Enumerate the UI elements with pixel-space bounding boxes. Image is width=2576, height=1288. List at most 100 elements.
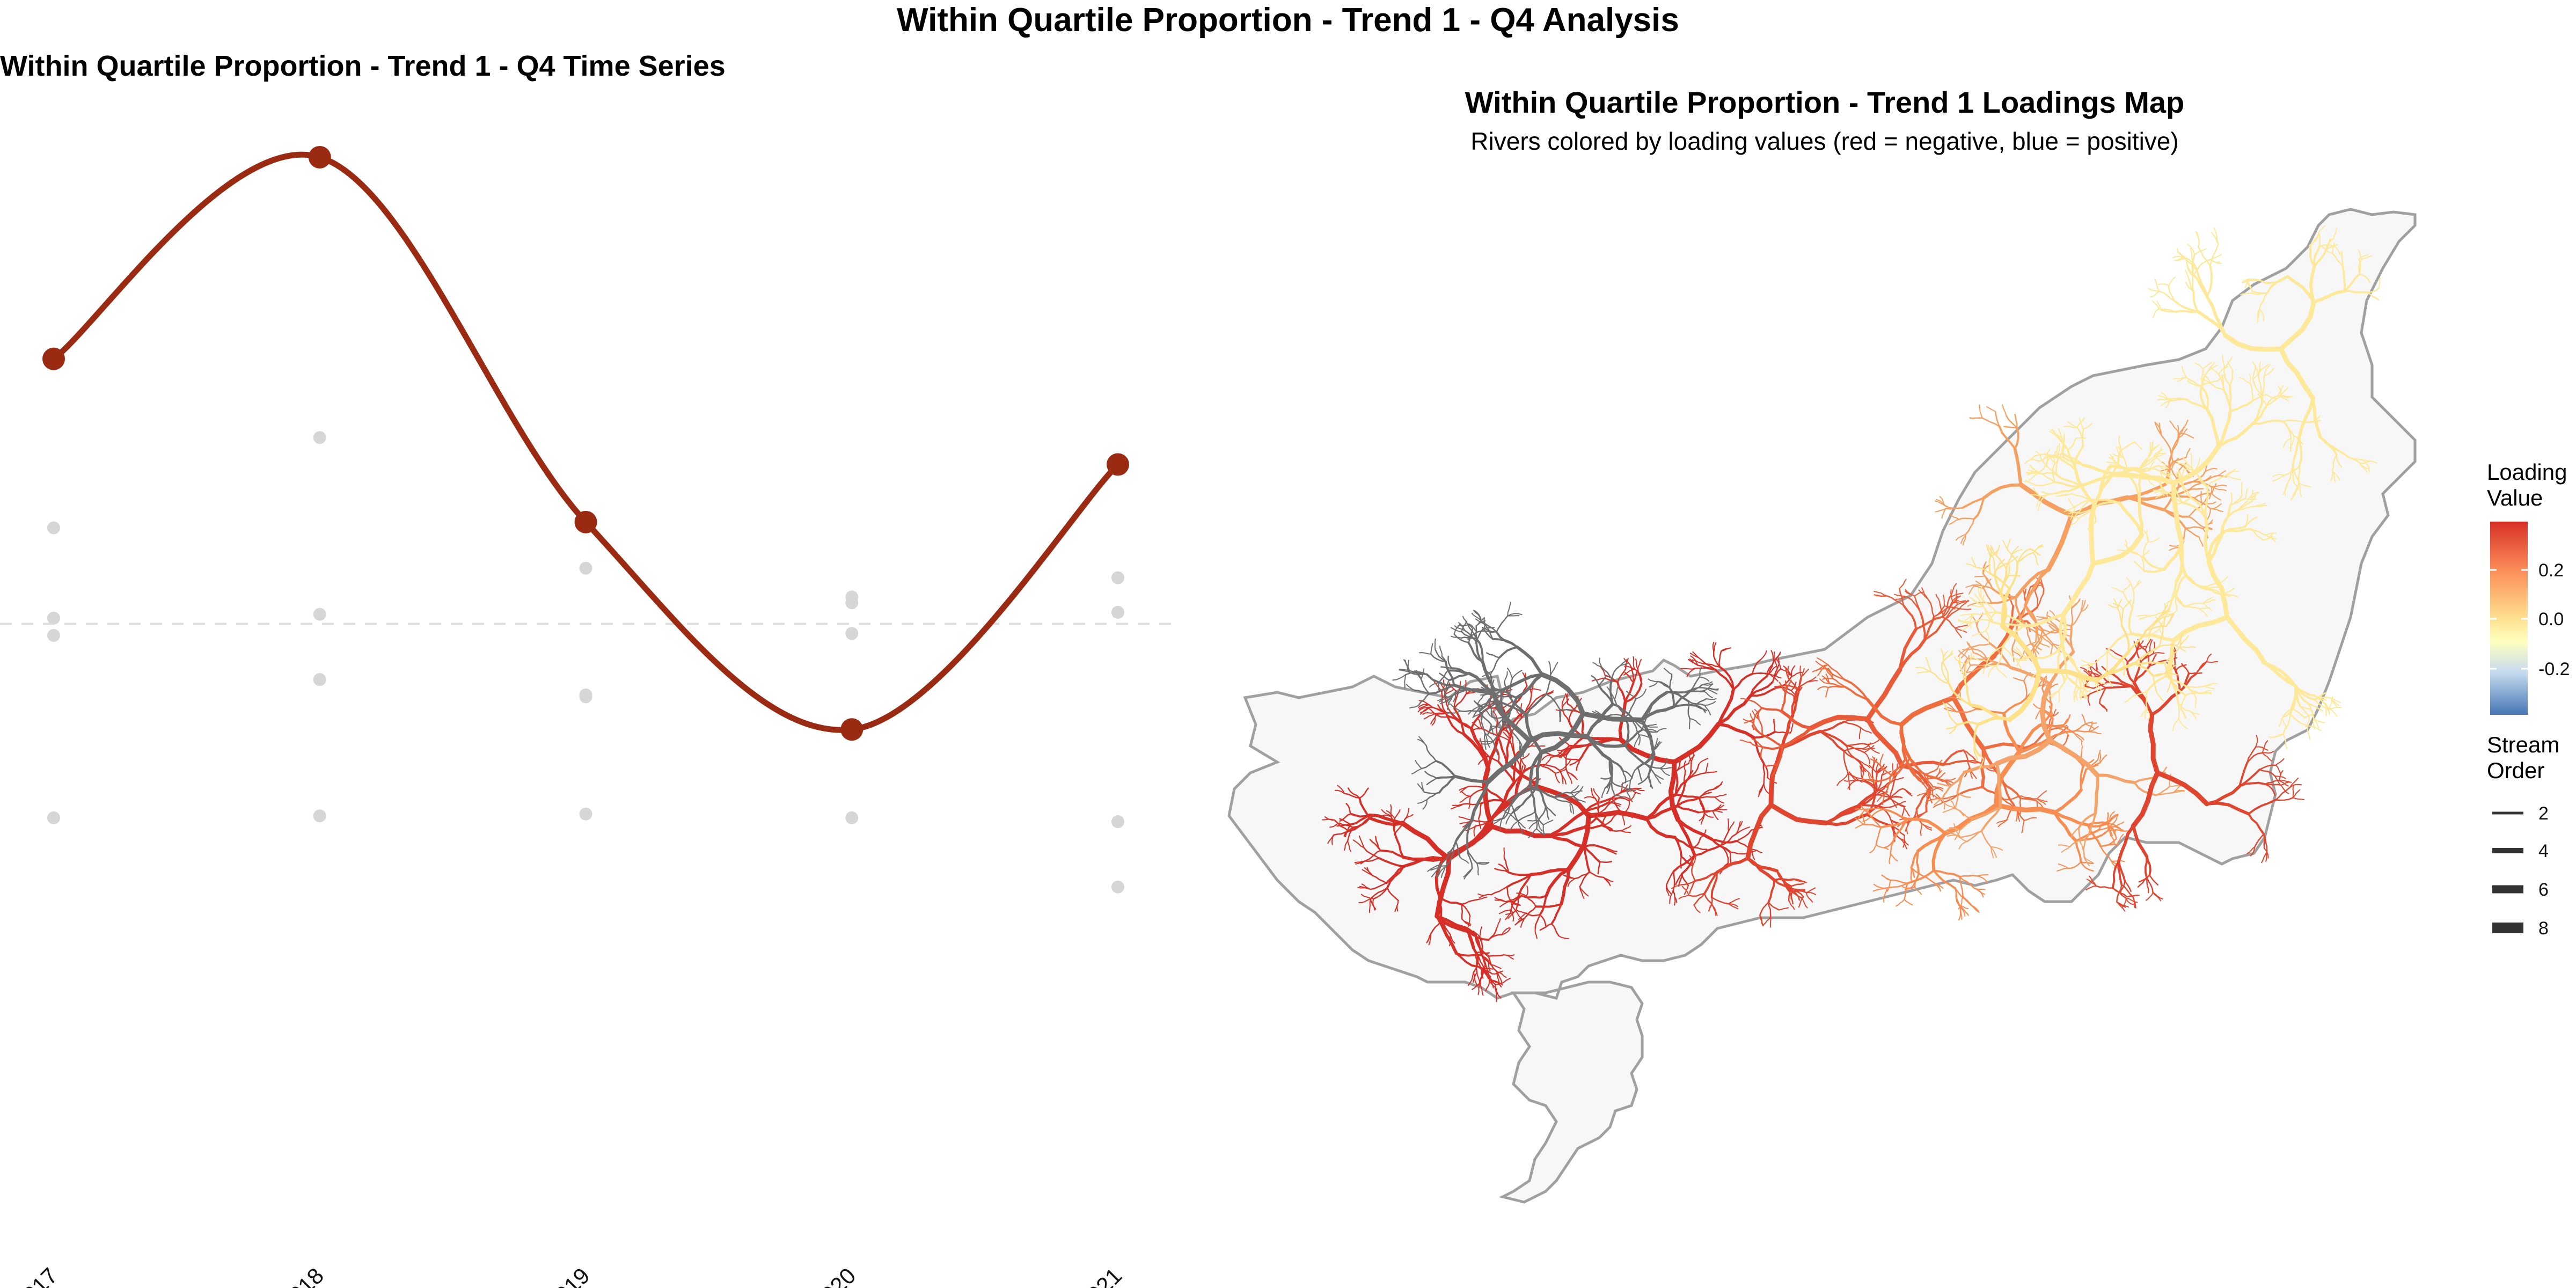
river-segment — [1535, 903, 1563, 908]
river-segment — [1516, 892, 1527, 897]
river-segment — [1628, 792, 1637, 801]
river-segment — [1600, 814, 1608, 826]
river-segment — [1450, 704, 1461, 712]
river-segment — [1699, 667, 1702, 678]
river-segment — [1360, 894, 1374, 899]
river-segment — [1467, 631, 1478, 639]
river-segment — [2023, 680, 2028, 699]
river-segment — [1715, 857, 1750, 874]
river-segment — [1599, 665, 1606, 676]
river-segment — [1944, 604, 1958, 620]
river-segment — [1422, 712, 1434, 715]
river-segment — [1949, 583, 1957, 598]
river-segment — [1933, 605, 1945, 618]
river-segment — [1946, 702, 1957, 713]
river-segment — [2099, 751, 2102, 764]
river-segment — [1471, 931, 1481, 939]
river-segment — [2328, 706, 2342, 709]
river-segment — [1570, 792, 1579, 802]
river-segment — [1892, 757, 1911, 777]
river-segment — [1993, 626, 2012, 658]
river-segment — [2111, 587, 2124, 593]
river-segment — [2002, 795, 2022, 801]
river-segment — [2079, 686, 2081, 699]
river-segment — [2139, 615, 2151, 620]
river-segment — [1358, 898, 1371, 903]
river-segment — [1488, 801, 1508, 823]
river-segment — [2085, 762, 2101, 770]
river-segment — [1943, 595, 1945, 606]
river-segment — [1847, 780, 1857, 789]
river-segment — [2299, 706, 2310, 719]
river-segment — [2325, 705, 2330, 715]
river-segment — [2097, 749, 2101, 761]
river-segment — [2358, 258, 2362, 275]
river-segment — [2186, 257, 2198, 272]
river-segment — [1957, 600, 1970, 605]
river-segment — [1973, 887, 1985, 895]
river-segment — [1745, 802, 1774, 861]
river-segment — [1505, 895, 1523, 903]
river-segment — [1557, 745, 1570, 751]
river-segment — [1689, 658, 1699, 666]
river-segment — [1728, 903, 1738, 907]
river-segment — [2171, 469, 2180, 487]
river-segment — [1624, 716, 1630, 747]
river-segment — [1862, 769, 1864, 780]
river-segment — [1426, 933, 1431, 943]
river-segment — [1510, 803, 1524, 815]
river-segment — [1843, 678, 1869, 701]
river-segment — [2165, 453, 2173, 485]
river-segment — [2158, 308, 2176, 313]
river-segment — [2076, 418, 2085, 428]
river-segment — [1758, 782, 1765, 797]
river-segment — [2258, 292, 2268, 310]
river-segment — [1790, 887, 1805, 891]
river-segment — [1550, 662, 1558, 676]
river-segment — [2046, 733, 2060, 744]
river-segment — [1481, 660, 1496, 697]
river-segment — [1925, 787, 1932, 813]
river-segment — [1565, 758, 1580, 761]
river-segment — [1692, 855, 1696, 867]
river-segment — [2314, 694, 2326, 707]
river-segment — [1611, 665, 1620, 680]
river-segment — [1643, 763, 1656, 775]
river-segment — [1872, 756, 1881, 767]
river-segment — [1847, 772, 1863, 783]
river-segment — [2062, 650, 2080, 674]
river-segment — [1684, 760, 1686, 771]
river-segment — [2168, 285, 2175, 302]
river-segment — [2083, 685, 2095, 689]
river-segment — [2164, 479, 2175, 486]
river-segment — [2068, 511, 2080, 514]
river-segment — [1616, 681, 1627, 704]
river-segment — [1538, 764, 1561, 771]
river-segment — [1955, 533, 1966, 541]
river-segment — [1914, 774, 1925, 784]
river-segment — [1636, 753, 1655, 769]
river-segment — [1994, 802, 2057, 815]
river-segment — [2309, 232, 2319, 246]
river-segment — [2015, 604, 2026, 634]
river-segment — [1447, 669, 1470, 675]
river-segment — [1381, 809, 1392, 817]
river-segment — [1468, 628, 1474, 643]
river-segment — [2070, 517, 2080, 526]
river-segment — [1871, 758, 1877, 771]
river-segment — [2142, 556, 2165, 571]
river-segment — [2022, 656, 2039, 659]
river-segment — [1611, 797, 1623, 813]
river-segment — [1808, 714, 1870, 731]
river-segment — [2041, 630, 2055, 637]
river-segment — [2163, 484, 2180, 511]
river-segment — [1453, 820, 1473, 847]
river-segment — [1945, 724, 1958, 729]
river-segment — [1780, 691, 1787, 713]
river-segment — [1881, 874, 1891, 881]
river-segment — [1434, 638, 1436, 650]
river-segment — [1955, 786, 1984, 797]
river-segment — [1472, 722, 1483, 729]
river-segment — [1505, 910, 1517, 915]
river-segment — [1805, 887, 1816, 894]
